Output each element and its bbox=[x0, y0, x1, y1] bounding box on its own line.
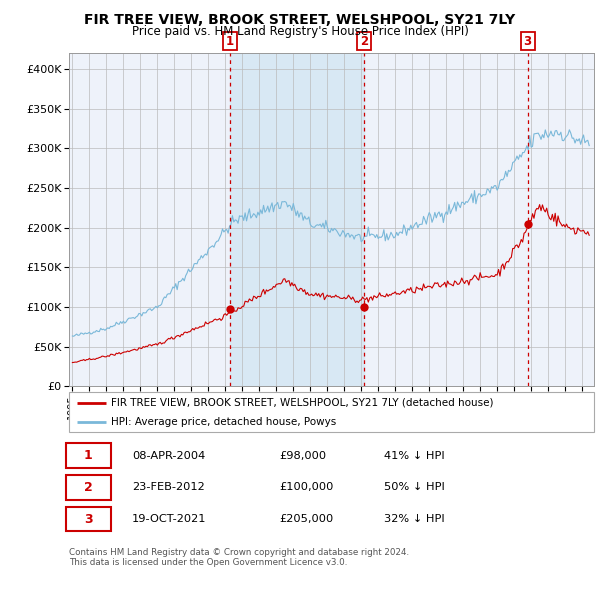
FancyBboxPatch shape bbox=[67, 443, 111, 468]
Text: £98,000: £98,000 bbox=[279, 451, 326, 461]
Text: £205,000: £205,000 bbox=[279, 514, 333, 524]
FancyBboxPatch shape bbox=[67, 475, 111, 500]
FancyBboxPatch shape bbox=[69, 392, 594, 432]
Text: This data is licensed under the Open Government Licence v3.0.: This data is licensed under the Open Gov… bbox=[69, 558, 347, 566]
Text: 3: 3 bbox=[84, 513, 93, 526]
Text: HPI: Average price, detached house, Powys: HPI: Average price, detached house, Powy… bbox=[111, 417, 336, 427]
Text: Contains HM Land Registry data © Crown copyright and database right 2024.: Contains HM Land Registry data © Crown c… bbox=[69, 548, 409, 556]
Text: 3: 3 bbox=[524, 35, 532, 48]
Text: FIR TREE VIEW, BROOK STREET, WELSHPOOL, SY21 7LY: FIR TREE VIEW, BROOK STREET, WELSHPOOL, … bbox=[85, 13, 515, 27]
Text: 08-APR-2004: 08-APR-2004 bbox=[132, 451, 205, 461]
Text: 23-FEB-2012: 23-FEB-2012 bbox=[132, 483, 205, 492]
Text: £100,000: £100,000 bbox=[279, 483, 334, 492]
Text: 2: 2 bbox=[360, 35, 368, 48]
Text: 32% ↓ HPI: 32% ↓ HPI bbox=[384, 514, 445, 524]
Text: 2: 2 bbox=[84, 481, 93, 494]
Text: 1: 1 bbox=[226, 35, 234, 48]
Text: 41% ↓ HPI: 41% ↓ HPI bbox=[384, 451, 445, 461]
Bar bbox=[230, 53, 364, 386]
Text: 50% ↓ HPI: 50% ↓ HPI bbox=[384, 483, 445, 492]
Text: FIR TREE VIEW, BROOK STREET, WELSHPOOL, SY21 7LY (detached house): FIR TREE VIEW, BROOK STREET, WELSHPOOL, … bbox=[111, 398, 493, 408]
FancyBboxPatch shape bbox=[67, 507, 111, 532]
Text: 19-OCT-2021: 19-OCT-2021 bbox=[132, 514, 206, 524]
Text: Price paid vs. HM Land Registry's House Price Index (HPI): Price paid vs. HM Land Registry's House … bbox=[131, 25, 469, 38]
Text: 1: 1 bbox=[84, 449, 93, 462]
